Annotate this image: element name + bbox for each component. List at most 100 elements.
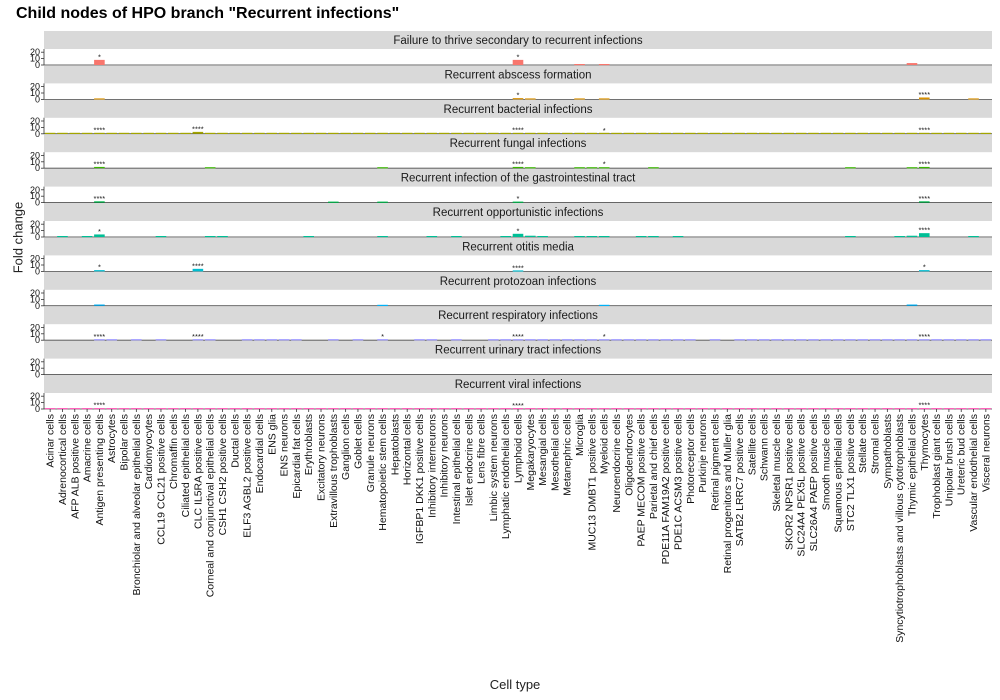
x-tick-label-corneal-and-conjunctival-epithelial-cells: Corneal and conjunctival epithelial cell…: [205, 414, 217, 597]
bar-epicardial-fat-cells: [291, 339, 302, 341]
bar-parietal-and-chief-cells: [648, 408, 659, 410]
bar-mesothelial-cells: [549, 339, 561, 341]
bar-inhibitory-neurons: [438, 408, 450, 410]
bar-lymphoid-cells: [512, 233, 524, 237]
bar-csh1-csh2-positive-cells: [217, 236, 228, 238]
x-tick-label-slc26a4-paep-positive-cells: SLC26A4 PAEP positive cells: [808, 414, 820, 551]
bar-visceral-neurons: [980, 339, 992, 341]
significance-label: ****: [512, 159, 524, 168]
bar-vascular-endothelial-cells: [968, 98, 979, 100]
bar-igfbp1-dkk1-positive-cells: [414, 408, 425, 410]
x-tick-label-extravillous-trophoblasts: Extravillous trophoblasts: [328, 414, 340, 528]
bar-myeloid-cells: [598, 64, 610, 66]
bar-slc26a4-paep-positive-cells: [808, 339, 819, 341]
bar-muc13-dmbt1-positive-cells: [586, 236, 598, 238]
bar-corneal-and-conjunctival-epithelial-cells: [204, 132, 216, 134]
bar-lymphatic-endothelial-cells: [500, 408, 511, 410]
significance-label: *: [98, 52, 101, 61]
y-tick-label: 0: [35, 232, 40, 242]
bar-visceral-neurons: [980, 132, 992, 134]
x-tick-label-granule-neurons: Granule neurons: [365, 414, 377, 492]
bar-inhibitory-interneurons: [426, 408, 438, 410]
significance-label: ****: [512, 125, 524, 134]
bar-trophoblast-giant-cells: [931, 132, 942, 134]
bar-slc24a4-pex5l-positive-cells: [795, 132, 807, 134]
bar-vascular-endothelial-cells: [968, 132, 979, 134]
bar-muc13-dmbt1-positive-cells: [586, 408, 598, 410]
bar-lens-fibre-cells: [475, 132, 487, 134]
bar-purkinje-neurons: [697, 408, 708, 410]
bar-adrenocortical-cells: [57, 408, 68, 410]
bar-parietal-and-chief-cells: [648, 132, 659, 134]
bar-goblet-cells: [352, 132, 364, 134]
x-tick-label-lens-fibre-cells: Lens fibre cells: [476, 414, 488, 484]
bar-satb2-lrrc7-positive-cells: [734, 339, 745, 341]
significance-label: *: [517, 52, 520, 61]
bar-hepatoblasts: [389, 408, 401, 410]
bar-bronchiolar-and-alveolar-epithelial-cells: [131, 132, 142, 134]
bar-photoreceptor-cells: [685, 132, 696, 134]
y-tick-label: 10: [30, 88, 40, 98]
bar-oligodendrocytes: [623, 132, 635, 134]
bar-erythroblasts: [303, 408, 314, 410]
bar-intestinal-epithelial-cells: [451, 339, 462, 341]
bar-metanephric-cells: [561, 408, 573, 410]
bar-extravillous-trophoblasts: [328, 201, 339, 203]
bar-stromal-cells: [869, 339, 881, 341]
bar-pde1c-acsm3-positive-cells: [672, 236, 684, 238]
x-tick-label-squamous-epithelial-cells: Squamous epithelial cells: [833, 414, 845, 532]
x-tick-label-limbic-system-neurons: Limbic system neurons: [488, 414, 500, 521]
bar-cardiomyocytes: [143, 132, 154, 134]
bar-thymic-epithelial-cells: [906, 132, 918, 134]
x-tick-label-endocardial-cells: Endocardial cells: [254, 414, 266, 493]
bar-schwann-cells: [758, 339, 770, 341]
x-tick-label-adrenocortical-cells: Adrenocortical cells: [57, 414, 69, 505]
bar-hematopoietic-stem-cells: [377, 201, 388, 203]
significance-label: ****: [918, 194, 930, 203]
y-tick-label: 20: [30, 185, 40, 195]
y-tick-label: 20: [30, 47, 40, 57]
bar-lymphoid-cells: [512, 201, 524, 203]
bar-amacrine-cells: [81, 236, 93, 238]
y-tick-label: 0: [35, 335, 40, 345]
y-tick-label: 10: [30, 398, 40, 408]
bar-thymic-epithelial-cells: [906, 235, 918, 237]
x-tick-label-stellate-cells: Stellate cells: [857, 414, 869, 473]
bar-skeletal-muscle-cells: [771, 339, 782, 341]
bar-pde1c-acsm3-positive-cells: [672, 339, 684, 341]
bar-csh1-csh2-positive-cells: [217, 132, 228, 134]
bar-smooth-muscle-cells: [820, 408, 832, 410]
bar-microglia: [574, 132, 585, 134]
y-tick-label: 10: [30, 226, 40, 236]
bar-schwann-cells: [758, 408, 770, 410]
bar-inhibitory-interneurons: [426, 132, 438, 134]
bar-microglia: [574, 167, 585, 169]
bar-schwann-cells: [758, 132, 770, 134]
bar-hematopoietic-stem-cells: [377, 339, 388, 341]
x-tick-label-visceral-neurons: Visceral neurons: [980, 414, 992, 492]
x-tick-label-hematopoietic-stem-cells: Hematopoietic stem cells: [377, 414, 389, 531]
bar-microglia: [574, 339, 585, 341]
bar-antigen-presenting-cells: [94, 339, 105, 341]
bar-antigen-presenting-cells: [94, 408, 105, 410]
bar-muc13-dmbt1-positive-cells: [586, 167, 598, 169]
bar-ccl19-ccl21-positive-cells: [155, 236, 167, 238]
bar-elf3-agbl2-positive-cells: [241, 132, 253, 134]
bar-myeloid-cells: [598, 236, 610, 238]
significance-label: *: [98, 263, 101, 272]
x-tick-label-lymphoid-cells: Lymphoid cells: [513, 414, 525, 483]
panel-strip: [44, 134, 992, 153]
bar-lymphoid-cells: [512, 132, 524, 134]
bar-stc2-tlx1-positive-cells: [845, 408, 856, 410]
y-tick-label: 20: [30, 150, 40, 160]
bar-pde11a-fam19a2-positive-cells: [660, 408, 672, 410]
bar-stellate-cells: [857, 132, 869, 134]
bar-syncytiotrophoblasts-and-villous-cytotrophoblasts: [894, 408, 905, 410]
bar-stellate-cells: [857, 408, 869, 410]
x-tick-label-afp-alb-positive-cells: AFP ALB positive cells: [69, 414, 81, 519]
bar-muc13-dmbt1-positive-cells: [586, 132, 598, 134]
x-tick-label-epicardial-fat-cells: Epicardial fat cells: [291, 414, 303, 499]
significance-label: ****: [918, 332, 930, 341]
